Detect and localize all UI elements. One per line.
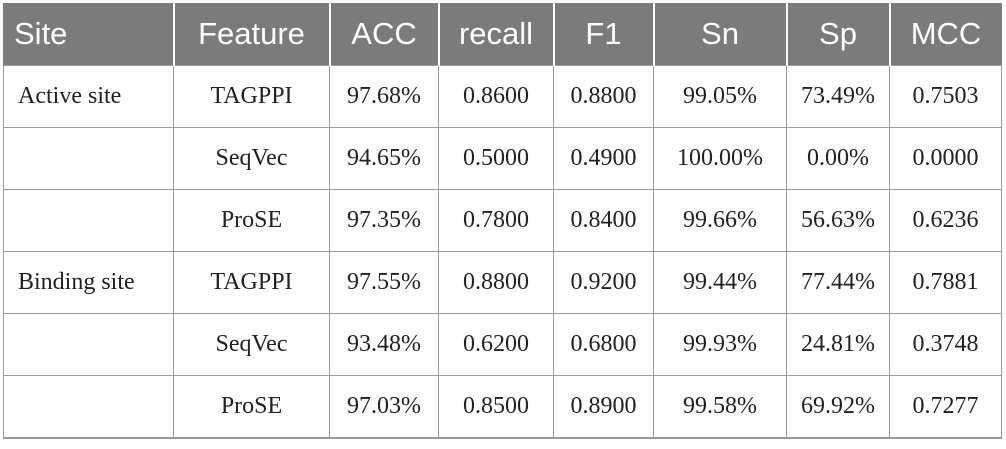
value-cell: 93.48% (329, 313, 439, 376)
value-cell: 0.8900 (553, 375, 654, 439)
header-cell: Site (3, 3, 174, 66)
value-cell: 0.9200 (553, 251, 654, 314)
value-cell: 0.6200 (438, 313, 554, 376)
value-cell: 99.44% (653, 251, 787, 314)
value-cell: 100.00% (653, 127, 787, 190)
value-cell: 24.81% (786, 313, 890, 376)
header-cell: Feature (172, 3, 330, 66)
feature-cell: ProSE (173, 189, 330, 252)
feature-cell: ProSE (173, 375, 330, 439)
value-cell: 99.93% (653, 313, 787, 376)
value-cell: 0.8600 (438, 65, 554, 128)
value-cell: 0.6800 (553, 313, 654, 376)
value-cell: 97.35% (329, 189, 439, 252)
value-cell: 0.7503 (889, 65, 1002, 128)
site-cell (3, 127, 174, 190)
value-cell: 99.58% (653, 375, 787, 439)
feature-cell: TAGPPI (173, 65, 330, 128)
table-row: Binding site TAGPPI 97.55% 0.8800 0.9200 99.4… (3, 251, 1002, 314)
value-cell: 0.7800 (438, 189, 554, 252)
value-cell: 94.65% (329, 127, 439, 190)
value-cell: 99.66% (653, 189, 787, 252)
site-cell: Binding site (3, 251, 174, 314)
table-row: Active site TAGPPI 97.68% 0.8600 0.8800 99.05… (3, 65, 1002, 128)
value-cell: 0.5000 (438, 127, 554, 190)
header-cell: MCC (888, 3, 1002, 66)
feature-cell: SeqVec (173, 313, 330, 376)
value-cell: 56.63% (786, 189, 890, 252)
value-cell: 77.44% (786, 251, 890, 314)
value-cell: 99.05% (653, 65, 787, 128)
value-cell: 0.3748 (889, 313, 1002, 376)
value-cell: 0.8400 (553, 189, 654, 252)
header-cell: Sp (785, 3, 890, 66)
value-cell: 73.49% (786, 65, 890, 128)
value-cell: 0.6236 (889, 189, 1002, 252)
header-cell: ACC (328, 3, 439, 66)
table-row: SeqVec 93.48% 0.6200 0.6800 99.93% 24.81% 0.37… (3, 313, 1002, 376)
value-cell: 0.00% (786, 127, 890, 190)
value-cell: 0.7881 (889, 251, 1002, 314)
header-cell: Sn (652, 3, 787, 66)
value-cell: 97.03% (329, 375, 439, 439)
value-cell: 0.4900 (553, 127, 654, 190)
feature-cell: SeqVec (173, 127, 330, 190)
site-cell: Active site (3, 65, 174, 128)
value-cell: 0.8800 (438, 251, 554, 314)
feature-cell: TAGPPI (173, 251, 330, 314)
table-row: SeqVec 94.65% 0.5000 0.4900 100.00% 0.00% 0.00… (3, 127, 1002, 190)
site-cell (3, 189, 174, 252)
table-body: Active site TAGPPI 97.68% 0.8600 0.8800 99.05… (3, 65, 1002, 439)
value-cell: 0.0000 (889, 127, 1002, 190)
table-row: ProSE 97.35% 0.7800 0.8400 99.66% 56.63% 0.623… (3, 189, 1002, 252)
value-cell: 0.8800 (553, 65, 654, 128)
site-cell (3, 313, 174, 376)
header-cell: F1 (552, 3, 654, 66)
value-cell: 0.7277 (889, 375, 1002, 439)
value-cell: 69.92% (786, 375, 890, 439)
results-table: Site Feature ACC recall F1 Sn Sp MCC Active sit… (3, 3, 1002, 439)
table-row: ProSE 97.03% 0.8500 0.8900 99.58% 69.92% 0.727… (3, 375, 1002, 439)
value-cell: 97.55% (329, 251, 439, 314)
value-cell: 97.68% (329, 65, 439, 128)
value-cell: 0.8500 (438, 375, 554, 439)
header-cell: recall (437, 3, 554, 66)
site-cell (3, 375, 174, 439)
header-row: Site Feature ACC recall F1 Sn Sp MCC (3, 3, 1002, 66)
